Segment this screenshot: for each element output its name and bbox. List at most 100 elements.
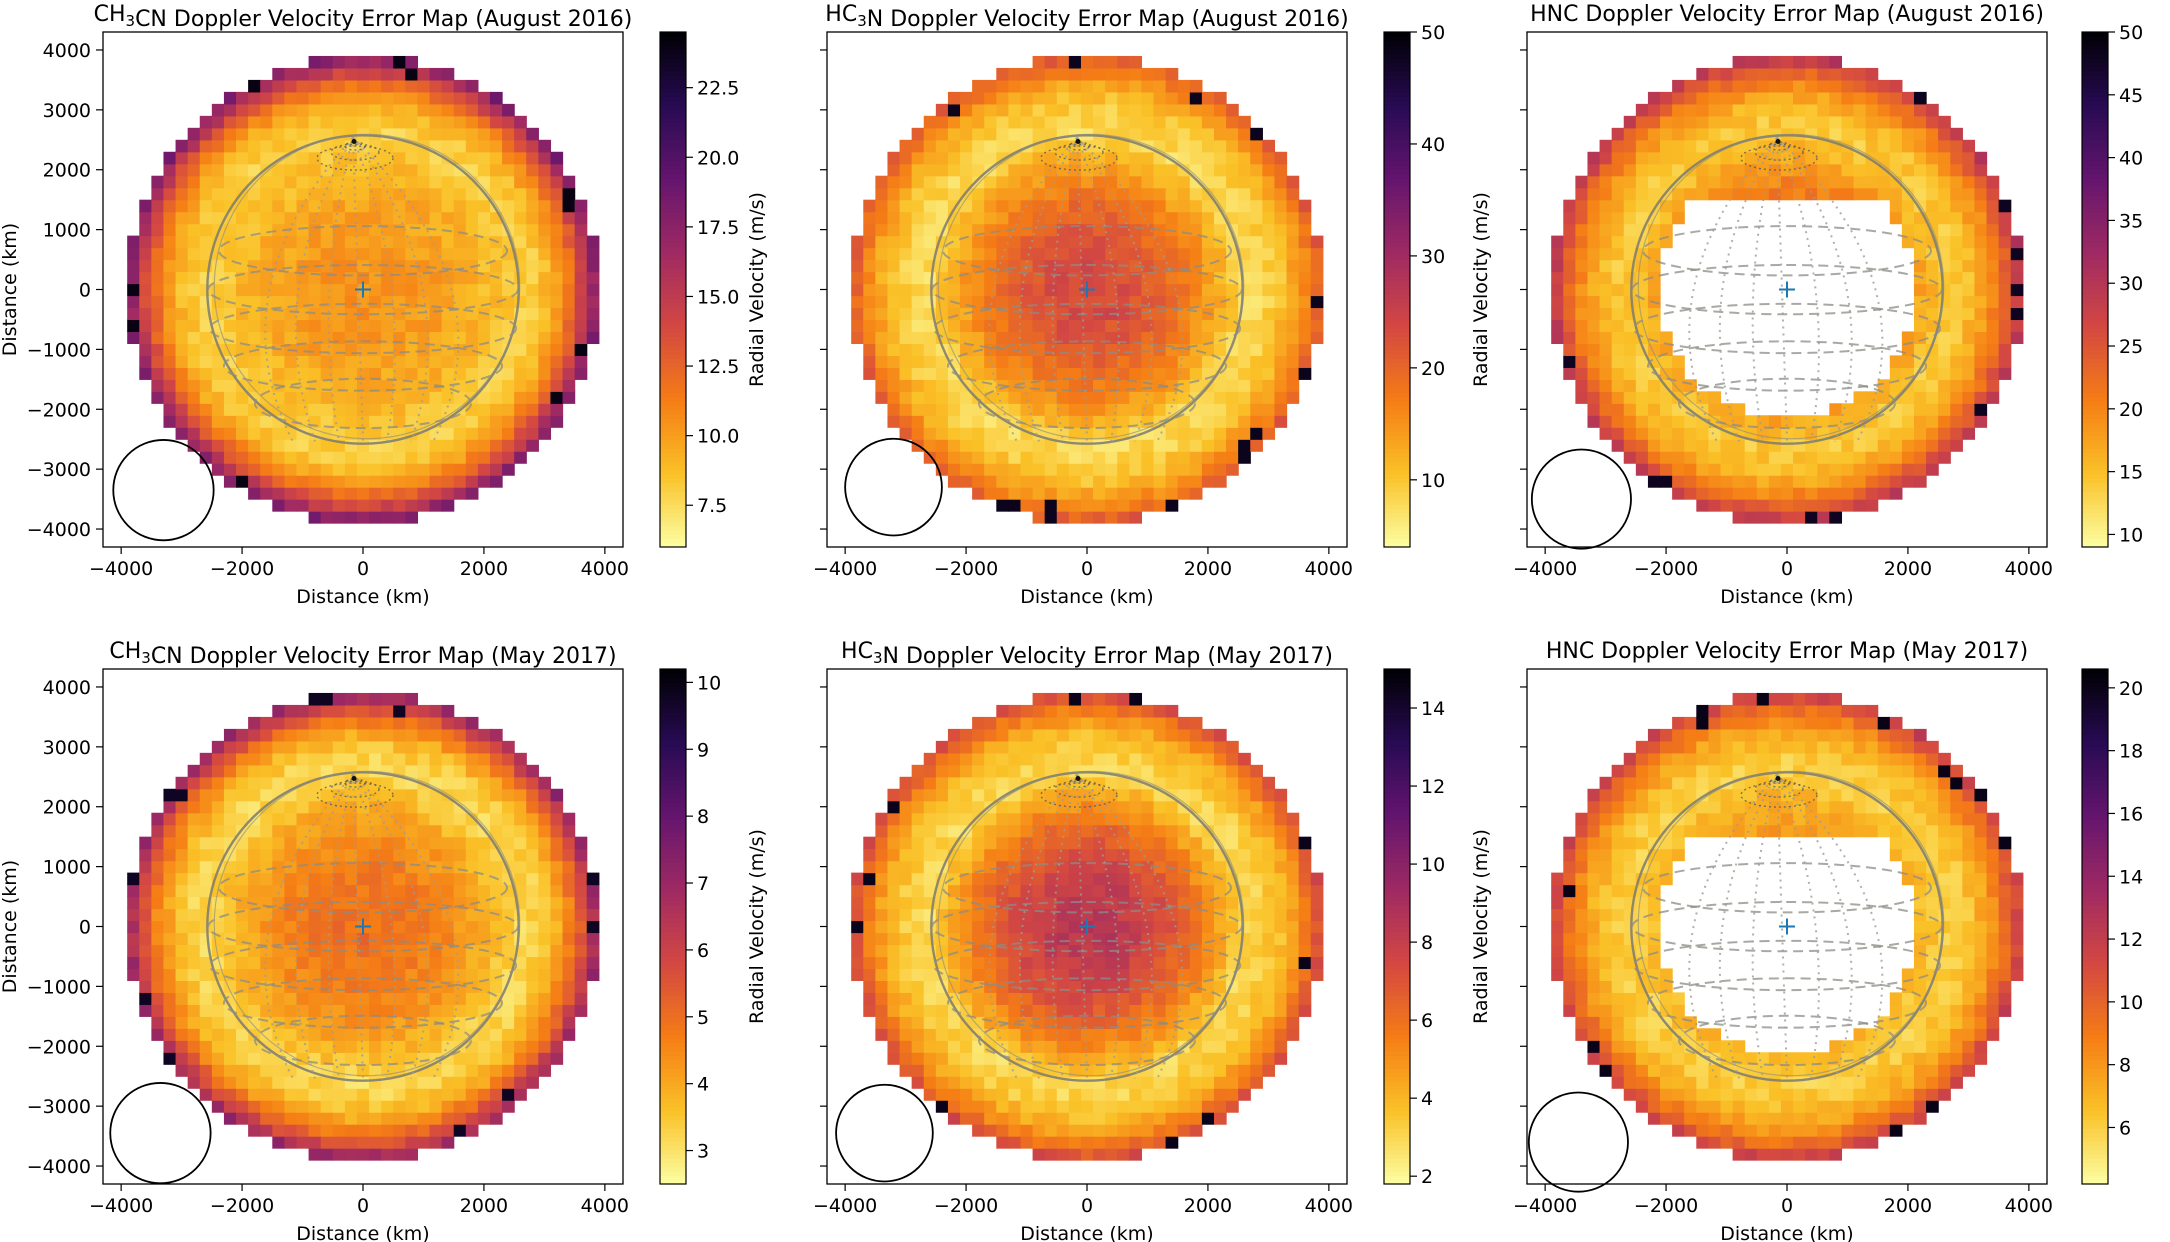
panel-title: HNC Doppler Velocity Error Map (May 2017… — [1546, 639, 2028, 664]
x-tick-label: 2000 — [1184, 558, 1232, 580]
x-tick-label: 2000 — [1884, 558, 1932, 580]
panel-title: HNC Doppler Velocity Error Map (August 2… — [1530, 2, 2044, 27]
colorbar-label: Radial Velocity (m/s) — [746, 829, 768, 1024]
latitude-line-1 — [1677, 1014, 1897, 1067]
y-tick-label: 4000 — [43, 677, 91, 699]
colorbar-tick-label: 12 — [2119, 929, 2143, 951]
colorbar-tick-label: 40 — [1421, 134, 1445, 156]
central-meridian — [352, 774, 364, 1079]
central-meridian — [352, 137, 364, 442]
latitude-line-3 — [932, 939, 1242, 992]
pole-ring-3 — [316, 782, 394, 808]
latitude-line-5 — [1641, 862, 1933, 914]
latitude-line-5 — [217, 862, 509, 914]
latitude-line-3 — [932, 302, 1242, 355]
planet-limb-inner — [1637, 133, 1945, 440]
north-pole-marker — [1775, 775, 1781, 781]
x-tick-label: 2000 — [1884, 1195, 1932, 1217]
pole-ring-3 — [1740, 782, 1818, 808]
heatmap-pixels — [1551, 55, 2024, 524]
colorbar: 3 4 5 6 7 8 9 10 Radial Velocity (m/s) — [659, 668, 768, 1185]
colorbar-tick-label: 4 — [1421, 1088, 1433, 1110]
x-tick-label: 0 — [1081, 1195, 1093, 1217]
panel-title: CH3CN Doppler Velocity Error Map (August… — [94, 2, 633, 32]
pole-ring-3 — [316, 145, 394, 171]
pole-ring-2 — [330, 780, 380, 798]
x-tick-label: 0 — [1781, 1195, 1793, 1217]
colorbar-tick-label: 20 — [2119, 678, 2143, 700]
x-tick-label: 2000 — [1184, 1195, 1232, 1217]
y-tick-label: 0 — [79, 917, 91, 939]
pole-ring-2 — [1754, 780, 1804, 798]
x-tick-label: −2000 — [210, 1195, 274, 1217]
colorbar-tick-label: 20 — [1421, 358, 1445, 380]
x-axis-label: Distance (km) — [1020, 1223, 1153, 1242]
colorbar-tick-label: 3 — [697, 1141, 709, 1163]
x-axis-label: Distance (km) — [1720, 1223, 1853, 1242]
colorbar-tick-label: 40 — [2119, 148, 2143, 170]
latitude-line-2 — [222, 977, 504, 1029]
colorbar-tick-label: 12.5 — [697, 356, 739, 378]
y-axis-label: Distance (km) — [0, 860, 21, 993]
y-tick-label: −2000 — [27, 1036, 91, 1058]
x-axis-label: Distance (km) — [1020, 586, 1153, 608]
planet-limb-inner — [937, 133, 1245, 440]
colorbar-tick-label: 16 — [2119, 803, 2143, 825]
colorbar-tick-label: 22.5 — [697, 78, 739, 100]
colorbar-tick-label: 7 — [697, 873, 709, 895]
colorbar-tick-label: 15 — [2119, 462, 2143, 484]
north-pole-marker — [351, 138, 357, 144]
x-tick-label: 4000 — [581, 558, 629, 580]
planet-grid — [1630, 770, 1945, 1082]
colorbar-frame — [659, 668, 687, 1185]
longitude-line-2 — [294, 774, 354, 1079]
central-meridian — [1776, 774, 1788, 1079]
pole-ring-2 — [1054, 780, 1104, 798]
y-tick-label: 4000 — [43, 40, 91, 62]
heatmap-pixels — [1551, 692, 2024, 1161]
colorbar-tick-label: 4 — [697, 1074, 709, 1096]
panel-2: −4000 −2000 0 2000 4000 Distance (km) HC3N Dop… — [813, 2, 1492, 608]
colorbar-tick-label: 30 — [1421, 246, 1445, 268]
colorbar-frame — [659, 31, 687, 548]
latitude-line-1 — [253, 1014, 473, 1067]
longitude-line-3 — [1688, 136, 1778, 442]
colorbar-tick-label: 7.5 — [697, 495, 727, 517]
colorbar-label: Radial Velocity (m/s) — [1470, 192, 1492, 387]
latitude-line-5 — [217, 225, 509, 277]
beam-ellipse — [1530, 448, 1632, 550]
planet-grid — [206, 770, 521, 1082]
x-tick-label: −4000 — [89, 558, 153, 580]
north-pole-marker — [351, 775, 357, 781]
longitude-line-3 — [1076, 136, 1184, 442]
colorbar-frame — [2081, 668, 2109, 1185]
colorbar-tick-label: 50 — [1421, 22, 1445, 44]
colorbar: 68101214161820Radial Velocity (m/s) — [2081, 668, 2143, 1185]
colorbar: 2 4 6 8 10 12 14 Radial Velocity (m/s) — [1383, 668, 1492, 1188]
colorbar-tick-label: 14 — [2119, 866, 2143, 888]
planet-limb-inner — [213, 133, 521, 440]
colorbar-frame — [1383, 668, 1411, 1185]
x-axis-label: Distance (km) — [296, 1223, 429, 1242]
pole-ring-2 — [1754, 143, 1804, 161]
planet-limb-inner — [213, 770, 521, 1077]
colorbar-tick-label: 20 — [2119, 399, 2143, 421]
longitude-line-2 — [1018, 137, 1078, 442]
x-tick-label: −4000 — [813, 558, 877, 580]
longitude-line-1 — [327, 137, 354, 442]
y-tick-label: −2000 — [27, 399, 91, 421]
x-tick-label: −2000 — [934, 558, 998, 580]
latitude-line-1 — [977, 1014, 1197, 1067]
y-tick-label: 2000 — [43, 797, 91, 819]
panel-5: −4000 −2000 0 2000 4000 Distance (km) HC3N Dop… — [813, 639, 1492, 1242]
planet-grid — [930, 133, 1245, 445]
x-tick-label: −2000 — [1634, 558, 1698, 580]
colorbar-tick-label: 6 — [697, 940, 709, 962]
panel-3: −4000 −2000 0 2000 4000 Distance (km) HNC Dopp… — [1513, 2, 2143, 608]
pole-ring-3 — [1740, 145, 1818, 171]
y-tick-label: 3000 — [43, 737, 91, 759]
colorbar-frame — [1383, 31, 1411, 548]
colorbar-tick-label: 10 — [2119, 524, 2143, 546]
colorbar-tick-label: 14 — [1421, 698, 1445, 720]
